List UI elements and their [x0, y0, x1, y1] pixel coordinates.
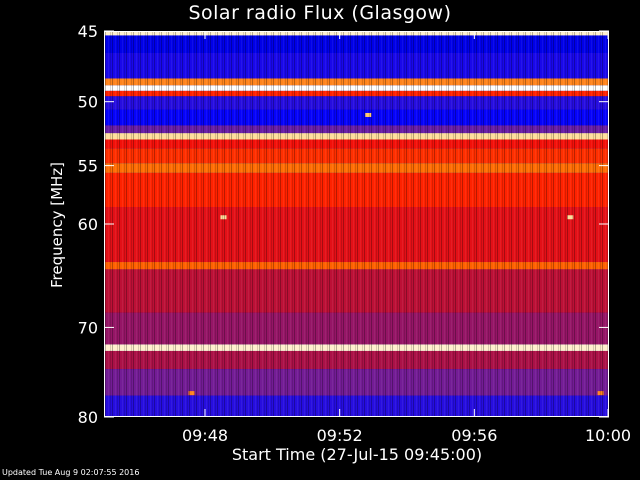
x-tick-label: 09:52	[317, 426, 363, 445]
y-tick-label: 55	[78, 157, 98, 176]
plot-texture	[104, 31, 609, 417]
y-tick-label: 45	[78, 22, 98, 41]
y-tick-label: 60	[78, 215, 98, 234]
x-tick-label: 09:56	[451, 426, 497, 445]
y-axis-label: Frequency [MHz]	[48, 161, 66, 289]
chart-title: Solar radio Flux (Glasgow)	[188, 2, 452, 24]
x-tick-label: 09:48	[182, 426, 228, 445]
y-axis: 45 50 55 60 70 80	[78, 22, 609, 427]
y-tick-label: 80	[78, 408, 98, 427]
x-tick-label: 10:00	[585, 426, 631, 445]
x-axis-label: Start Time (27-Jul-15 09:45:00)	[231, 445, 483, 464]
y-tick-label: 50	[78, 93, 98, 112]
update-timestamp: Updated Tue Aug 9 02:07:55 2016	[2, 468, 140, 477]
y-tick-label: 70	[78, 318, 98, 337]
x-axis: 09:48 09:52 09:56 10:00	[182, 31, 631, 445]
